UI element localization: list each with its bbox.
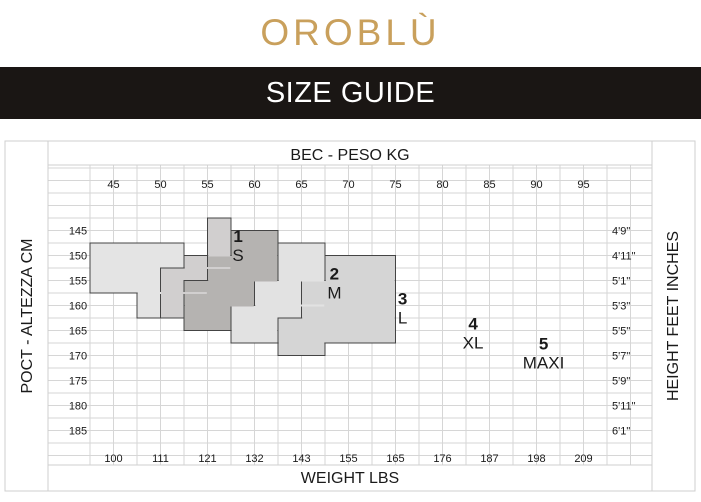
cm-tick-label: 175 xyxy=(69,376,87,388)
size-number: 4 xyxy=(468,314,478,333)
cm-tick-label: 160 xyxy=(69,301,87,313)
size-number: 1 xyxy=(233,227,242,246)
lbs-tick-label: 176 xyxy=(433,453,451,465)
size-region-seam xyxy=(231,329,278,332)
size-region-seam xyxy=(161,292,207,294)
size-region-fill xyxy=(231,331,278,343)
page-title: SIZE GUIDE xyxy=(0,67,701,119)
size-label: L xyxy=(398,308,407,327)
ft-tick-label: 5'3" xyxy=(612,301,630,313)
ft-tick-label: 6'1" xyxy=(612,426,630,438)
lbs-tick-label: 187 xyxy=(480,453,498,465)
size-region-fill xyxy=(302,281,395,318)
lbs-tick-label: 165 xyxy=(386,453,404,465)
size-region-seam xyxy=(208,279,278,282)
cm-tick-label: 155 xyxy=(69,276,87,288)
kg-tick-label: 95 xyxy=(577,179,589,191)
size-label: MAXI xyxy=(523,353,565,372)
ft-tick-label: 5'9" xyxy=(612,376,630,388)
kg-tick-label: 65 xyxy=(295,179,307,191)
ft-tick-label: 4'11" xyxy=(612,251,636,263)
size-region-seam xyxy=(325,279,395,282)
kg-tick-label: 50 xyxy=(154,179,166,191)
lbs-tick-label: 155 xyxy=(339,453,357,465)
lbs-tick-label: 121 xyxy=(198,453,216,465)
size-region-fill xyxy=(208,256,278,280)
lbs-tick-label: 198 xyxy=(527,453,545,465)
right-axis-title: HEIGHT FEET INCHES xyxy=(665,231,682,401)
size-region-seam xyxy=(255,304,325,307)
size-region-fill xyxy=(278,243,325,280)
kg-tick-label: 85 xyxy=(483,179,495,191)
ft-tick-label: 5'7" xyxy=(612,351,630,363)
size-region-seam xyxy=(184,267,231,269)
cm-tick-label: 150 xyxy=(69,251,87,263)
size-region-seam xyxy=(137,292,184,294)
cm-tick-label: 170 xyxy=(69,351,87,363)
kg-tick-label: 45 xyxy=(107,179,119,191)
size-region-seam xyxy=(231,254,278,257)
ft-tick-label: 5'1" xyxy=(612,276,630,288)
cm-tick-label: 165 xyxy=(69,326,87,338)
cm-tick-label: 185 xyxy=(69,426,87,438)
kg-tick-label: 90 xyxy=(530,179,542,191)
size-region-seam xyxy=(278,342,325,344)
lbs-tick-label: 143 xyxy=(292,453,310,465)
size-region-seam xyxy=(208,254,231,257)
size-number: 5 xyxy=(539,334,548,353)
lbs-tick-label: 132 xyxy=(245,453,263,465)
kg-tick-label: 70 xyxy=(342,179,354,191)
size-label: M xyxy=(327,283,341,302)
ft-tick-label: 5'5" xyxy=(612,326,630,338)
kg-tick-label: 80 xyxy=(436,179,448,191)
cm-tick-label: 180 xyxy=(69,401,87,413)
bottom-axis-title: WEIGHT LBS xyxy=(301,470,399,487)
lbs-tick-label: 111 xyxy=(152,453,169,465)
size-region-fill xyxy=(278,343,325,355)
size-label: XL xyxy=(463,333,484,352)
top-axis-title: BEC - PESO KG xyxy=(290,147,409,164)
size-label: S xyxy=(232,246,243,265)
lbs-tick-label: 100 xyxy=(104,453,122,465)
size-region-fill xyxy=(325,256,395,280)
size-number: 2 xyxy=(330,264,339,283)
size-region-seam xyxy=(184,304,254,307)
size-number: 3 xyxy=(398,289,407,308)
size-region-seam xyxy=(302,317,395,319)
lbs-tick-label: 209 xyxy=(574,453,592,465)
ft-tick-label: 5'11" xyxy=(612,401,636,413)
size-region-fill xyxy=(231,231,278,255)
size-region-fill xyxy=(278,318,395,343)
kg-tick-label: 55 xyxy=(201,179,213,191)
cm-tick-label: 145 xyxy=(69,226,87,238)
ft-tick-label: 4'9" xyxy=(612,226,630,238)
kg-tick-label: 60 xyxy=(248,179,260,191)
brand-logo: OROBLÙ xyxy=(260,12,441,53)
chart-frame xyxy=(4,140,696,492)
left-axis-title: POCT - ALTEZZA CM xyxy=(19,239,36,394)
size-region-fill xyxy=(208,218,231,255)
size-region-seam xyxy=(278,279,325,282)
kg-tick-label: 75 xyxy=(389,179,401,191)
